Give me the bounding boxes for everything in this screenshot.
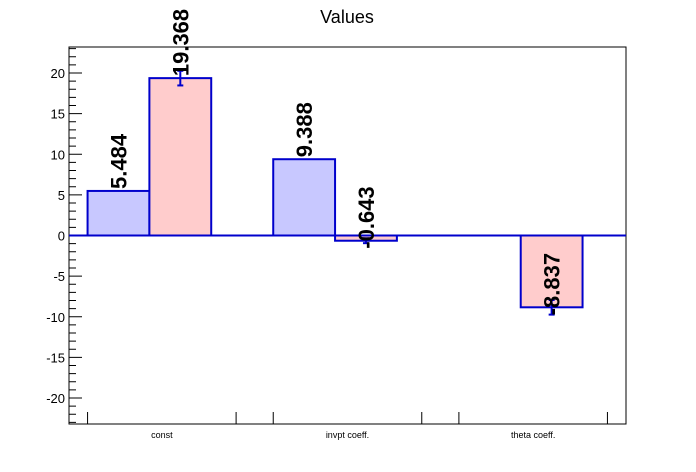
x-tick-label: const xyxy=(151,430,173,440)
chart-title: Values xyxy=(320,7,374,27)
data-label: -0.643 xyxy=(354,186,379,248)
bar xyxy=(86,189,151,237)
y-tick-label: 10 xyxy=(51,147,65,162)
y-tick-label: -20 xyxy=(46,391,65,406)
bars xyxy=(86,69,584,316)
y-tick-label: -15 xyxy=(46,350,65,365)
y-tick-label: -10 xyxy=(46,310,65,325)
bar xyxy=(272,158,337,237)
data-label: 19.368 xyxy=(168,9,193,76)
y-tick-label: 5 xyxy=(58,188,65,203)
data-label: 9.388 xyxy=(292,102,317,157)
y-tick-label: 15 xyxy=(51,107,65,122)
y-tick-label: 20 xyxy=(51,66,65,81)
data-label: 5.484 xyxy=(106,133,131,189)
y-tick-label: 0 xyxy=(58,229,65,244)
bar xyxy=(148,77,213,237)
x-tick-label: theta coeff. xyxy=(511,430,555,440)
data-label: -8.837 xyxy=(540,253,565,315)
y-tick-label: -5 xyxy=(53,269,65,284)
x-tick-label: invpt coeff. xyxy=(326,430,369,440)
data-labels: 5.484 9.388 19.368 -0.643 -8.837 xyxy=(106,9,564,315)
